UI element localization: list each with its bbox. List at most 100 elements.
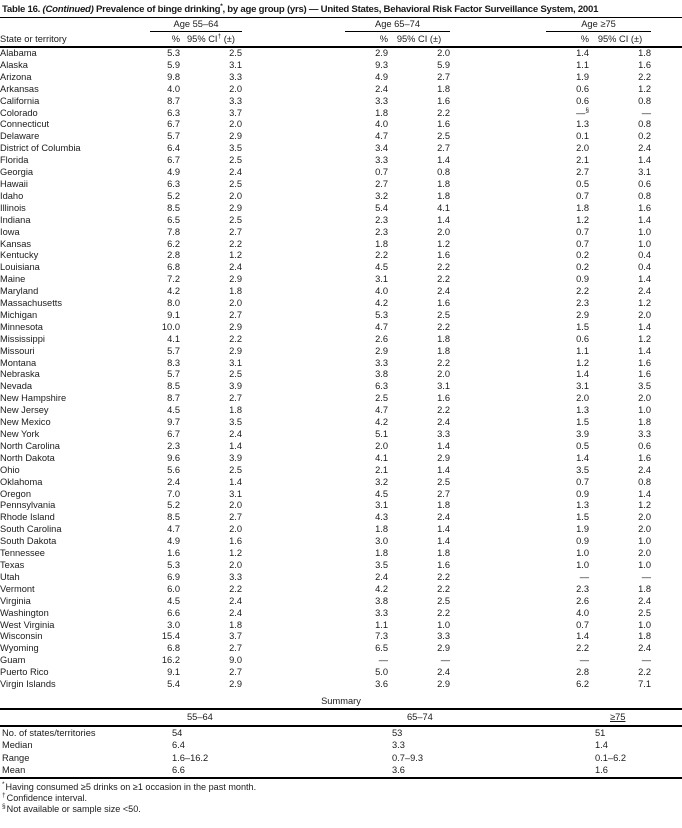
ci-value: 2.4 [229,429,243,439]
pct-value: 4.0 [167,83,180,94]
ci-value: 1.8 [638,631,652,642]
ci-value: 0.8 [638,476,652,487]
footnote-marker: § [585,106,590,114]
ci-value: 2.7 [437,488,451,499]
state-name: Oregon [0,488,32,499]
ci-value: 1.8 [437,333,451,344]
state-name: Florida [0,155,29,166]
summary-value: 3.3 [392,740,405,751]
state-name: Iowa [0,226,20,237]
ci-value: 1.8 [437,548,451,559]
pct-value: 0.9 [576,536,590,547]
ci-value: 2.5 [437,476,451,487]
ci-value: 2.9 [229,274,243,285]
pct-value: 0.5 [576,440,590,451]
pct-value: 4.0 [375,119,389,130]
pct-value: 4.7 [375,405,389,416]
ci-value: 1.4 [638,488,652,499]
pct-value: 1.2 [576,214,590,225]
state-name: Arkansas [0,83,39,94]
pct-value: 1.3 [576,405,590,416]
pct-value: 3.2 [375,476,389,487]
ci-value: 2.5 [229,464,243,475]
table-row: Ohio 5.6 2.5 2.1 1.4 3.5 2.4 [0,465,682,477]
pct-value: 1.9 [576,71,590,82]
state-name: Alaska [0,59,28,70]
ci-value: 7.1 [638,679,652,690]
ci-value: 1.8 [229,619,243,630]
state-name: New Jersey [0,405,49,416]
state-name: Maine [0,274,26,285]
ci-value: 0.6 [638,178,652,189]
table-row: North Carolina 2.3 1.4 2.0 1.4 0.5 0.6 [0,441,682,453]
ci-value: 3.9 [229,452,243,463]
ci-value: 1.0 [437,619,451,630]
table-row: Virgin Islands 5.4 2.9 3.6 2.9 6.2 7.1 [0,679,682,691]
age-group-header-row: Age 55–64 Age 65–74 Age ≥75 [0,18,682,32]
summary-heading: Summary [321,695,361,706]
state-name: Wyoming [0,643,39,654]
pct-value: 9.6 [167,452,180,463]
row-spacer [651,465,682,477]
summary-col-ge75: ≥75 [595,707,682,727]
ci-value: 2.0 [229,524,243,535]
footnote-marker: § [2,802,6,810]
pct-value: 9.7 [167,417,180,428]
row-spacer [651,203,682,215]
ci-value: 2.4 [437,286,451,297]
ci-value: 3.7 [229,107,243,118]
state-name: Wisconsin [0,631,43,642]
pct-value: 2.0 [576,393,590,404]
ci-value: 2.2 [638,667,652,678]
pct-value: 8.5 [167,381,180,392]
row-spacer [651,322,682,334]
ci-value: 1.0 [638,559,652,570]
pct-value: 0.7 [375,167,389,178]
table-row: New Mexico 9.7 3.5 4.2 2.4 1.5 1.8 [0,417,682,429]
pct-value: 4.7 [167,524,180,535]
row-spacer [651,429,682,441]
pct-value: 1.3 [576,119,590,130]
ci-value: 0.8 [638,190,652,201]
ci-value: 2.2 [437,274,451,285]
table-row: West Virginia 3.0 1.8 1.1 1.0 0.7 1.0 [0,620,682,632]
row-spacer [651,417,682,429]
state-name: Illinois [0,202,26,213]
ci-value: 2.9 [437,679,451,690]
ci-value: 2.0 [229,298,243,309]
row-spacer [651,47,682,60]
table-row: Montana 8.3 3.1 3.3 2.2 1.2 1.6 [0,358,682,370]
state-name: North Carolina [0,440,60,451]
pct-value: 7.3 [375,631,389,642]
row-spacer [651,631,682,643]
pct-value: 5.6 [167,464,180,475]
row-spacer [651,250,682,262]
ci-value: 2.4 [437,512,451,523]
ci-value: 2.4 [229,262,243,273]
table-row: Utah 6.9 3.3 2.4 2.2 — — [0,572,682,584]
table-row: South Carolina 4.7 2.0 1.8 1.4 1.9 2.0 [0,524,682,536]
state-name: Kentucky [0,250,39,261]
ci-value: 2.0 [437,369,451,380]
ci-value: 2.2 [638,71,652,82]
table-row: Nevada 8.5 3.9 6.3 3.1 3.1 3.5 [0,381,682,393]
pct-value: 2.6 [576,595,590,606]
row-spacer [651,274,682,286]
pct-value: 0.9 [576,274,590,285]
ci-value: 1.6 [437,298,451,309]
pct-value: 4.7 [375,321,389,332]
ci-value: 2.0 [229,119,243,130]
summary-col-55-64: 55–64 [172,707,392,727]
pct-value: 6.0 [167,583,180,594]
ci-value: 1.8 [229,286,243,297]
pct-value: 1.5 [576,321,590,332]
table-row: Indiana 6.5 2.5 2.3 1.4 1.2 1.4 [0,215,682,227]
row-spacer [651,381,682,393]
pct-value: 5.3 [167,559,180,570]
pct-value: 5.3 [167,48,180,58]
pct-value: 8.0 [167,298,180,309]
row-spacer [651,596,682,608]
summary-row: Range 1.6–16.2 0.7–9.3 0.1–6.2 [0,752,682,765]
pct-value: 1.4 [576,452,590,463]
state-name: Connecticut [0,119,50,130]
